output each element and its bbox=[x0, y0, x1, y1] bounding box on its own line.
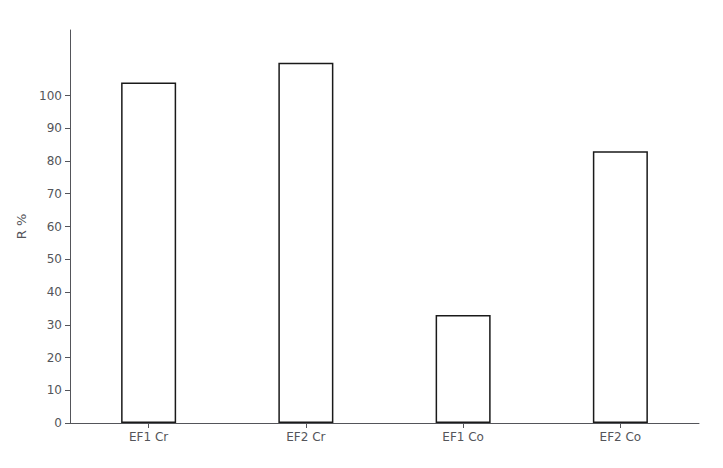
svg-text:60: 60 bbox=[47, 220, 62, 234]
svg-text:80: 80 bbox=[47, 154, 62, 168]
svg-text:EF2 Cr: EF2 Cr bbox=[286, 430, 325, 444]
svg-text:30: 30 bbox=[47, 318, 62, 332]
svg-text:R %: R % bbox=[14, 214, 29, 240]
svg-text:EF1 Co: EF1 Co bbox=[442, 430, 484, 444]
svg-text:90: 90 bbox=[47, 121, 62, 135]
svg-text:40: 40 bbox=[47, 285, 62, 299]
svg-text:50: 50 bbox=[47, 252, 62, 266]
svg-text:10: 10 bbox=[47, 383, 62, 397]
svg-text:0: 0 bbox=[54, 416, 62, 430]
svg-text:EF2 Co: EF2 Co bbox=[600, 430, 642, 444]
svg-text:EF1 Cr: EF1 Cr bbox=[129, 430, 168, 444]
svg-text:100: 100 bbox=[39, 89, 62, 103]
svg-text:70: 70 bbox=[47, 187, 62, 201]
svg-text:20: 20 bbox=[47, 351, 62, 365]
